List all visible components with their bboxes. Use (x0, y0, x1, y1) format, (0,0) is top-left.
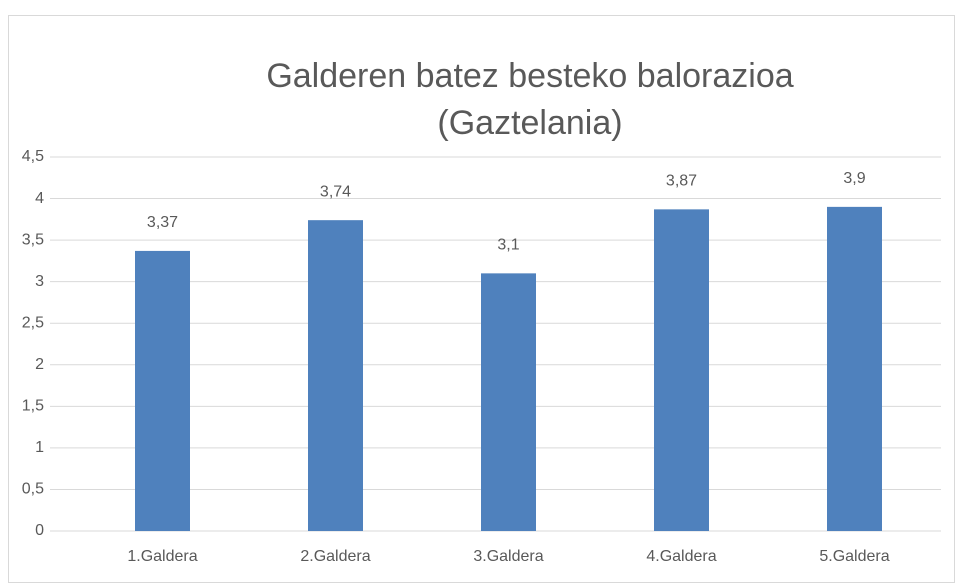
y-tick-label: 3 (35, 273, 44, 290)
bar (308, 220, 363, 532)
chart-title: (Gaztelania) (437, 104, 622, 142)
y-tick-label: 2,5 (22, 314, 44, 331)
data-label: 3,74 (320, 183, 351, 200)
y-tick-label: 2 (35, 356, 44, 373)
data-label: 3,37 (147, 214, 178, 231)
bar (654, 209, 709, 532)
x-tick-label: 5.Galdera (819, 548, 889, 565)
y-tick-label: 0 (35, 522, 44, 539)
bar (135, 250, 190, 531)
y-tick-label: 0,5 (22, 481, 44, 498)
x-tick-label: 1.Galdera (127, 548, 197, 565)
y-tick-label: 3,5 (22, 231, 44, 248)
bar (481, 273, 536, 531)
y-tick-label: 4,5 (22, 148, 44, 165)
data-label: 3,9 (843, 170, 865, 187)
y-tick-label: 4 (35, 190, 44, 207)
bar (827, 206, 882, 531)
data-label: 3,1 (497, 237, 519, 254)
y-tick-label: 1 (35, 439, 44, 456)
data-label: 3,87 (666, 173, 697, 190)
y-tick-label: 1,5 (22, 398, 44, 415)
chart-title: Galderen batez besteko balorazioa (266, 57, 793, 95)
x-tick-label: 3.Galdera (473, 548, 543, 565)
x-tick-label: 2.Galdera (300, 548, 370, 565)
x-tick-label: 4.Galdera (646, 548, 716, 565)
